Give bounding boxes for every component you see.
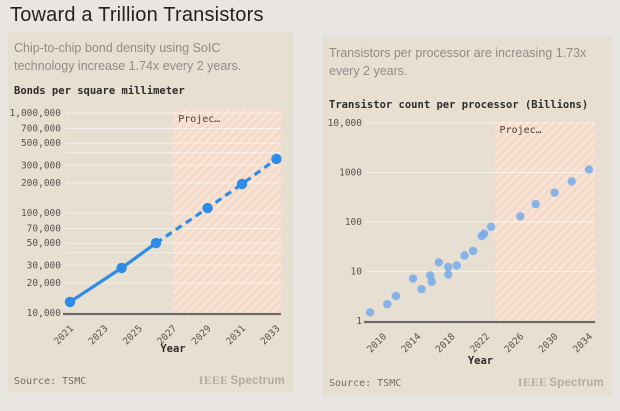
svg-text:500,000: 500,000 <box>21 138 61 149</box>
card-footer: Source: TSMC IEEE Spectrum <box>329 377 604 389</box>
svg-text:700,000: 700,000 <box>21 124 61 135</box>
bond-density-chart: 1,000,000 700,000 500,000 300,000 200,000 100… <box>10 108 283 347</box>
svg-text:2030: 2030 <box>537 331 561 355</box>
chart-subtitle: Chip-to-chip bond density using SoIC tec… <box>14 41 242 73</box>
svg-text:10,000: 10,000 <box>328 118 363 129</box>
svg-text:1,000,000: 1,000,000 <box>10 108 62 119</box>
svg-text:100,000: 100,000 <box>21 208 61 219</box>
svg-text:2022: 2022 <box>468 331 492 355</box>
svg-text:2010: 2010 <box>365 331 389 355</box>
chart-card-transistor-count: Transistors per processor are increasing… <box>323 37 612 395</box>
ieee-spectrum-logo: IEEE Spectrum <box>518 377 604 389</box>
spectrum-wordmark: Spectrum <box>549 377 604 389</box>
svg-text:70,000: 70,000 <box>27 224 62 235</box>
svg-text:10: 10 <box>351 267 363 278</box>
svg-text:Projec…: Projec… <box>500 125 542 136</box>
chart-subtitle: Transistors per processor are increasing… <box>329 46 587 78</box>
spectrum-wordmark: Spectrum <box>230 375 285 387</box>
x-axis-label: Year <box>160 343 186 355</box>
svg-text:30,000: 30,000 <box>27 260 62 271</box>
ieee-spectrum-logo: IEEE Spectrum <box>199 375 285 387</box>
svg-text:2018: 2018 <box>434 331 458 355</box>
svg-text:300,000: 300,000 <box>21 160 61 171</box>
svg-text:1000: 1000 <box>339 168 362 179</box>
page-title: Toward a Trillion Transistors <box>10 4 264 26</box>
svg-text:100: 100 <box>345 217 362 228</box>
chart-card-bond-density: Chip-to-chip bond density using SoIC tec… <box>8 32 293 393</box>
svg-text:2014: 2014 <box>399 331 423 355</box>
source-label: Source: TSMC <box>329 378 402 389</box>
card-footer: Source: TSMC IEEE Spectrum <box>14 375 285 387</box>
svg-text:1: 1 <box>356 316 362 327</box>
x-axis-label: Year <box>467 355 494 367</box>
svg-text:2026: 2026 <box>502 331 526 355</box>
svg-text:Projec…: Projec… <box>178 114 220 125</box>
svg-text:50,000: 50,000 <box>27 238 62 249</box>
ieee-wordmark: IEEE <box>198 375 229 387</box>
svg-text:10,000: 10,000 <box>27 308 62 319</box>
ieee-wordmark: IEEE <box>517 377 548 389</box>
svg-text:200,000: 200,000 <box>21 178 61 189</box>
chart-title: Bonds per square millimeter <box>14 85 185 97</box>
source-label: Source: TSMC <box>14 376 87 387</box>
svg-text:20,000: 20,000 <box>27 278 62 289</box>
svg-text:2034: 2034 <box>571 331 595 355</box>
chart-title: Transistor count per processor (Billions… <box>329 99 589 111</box>
